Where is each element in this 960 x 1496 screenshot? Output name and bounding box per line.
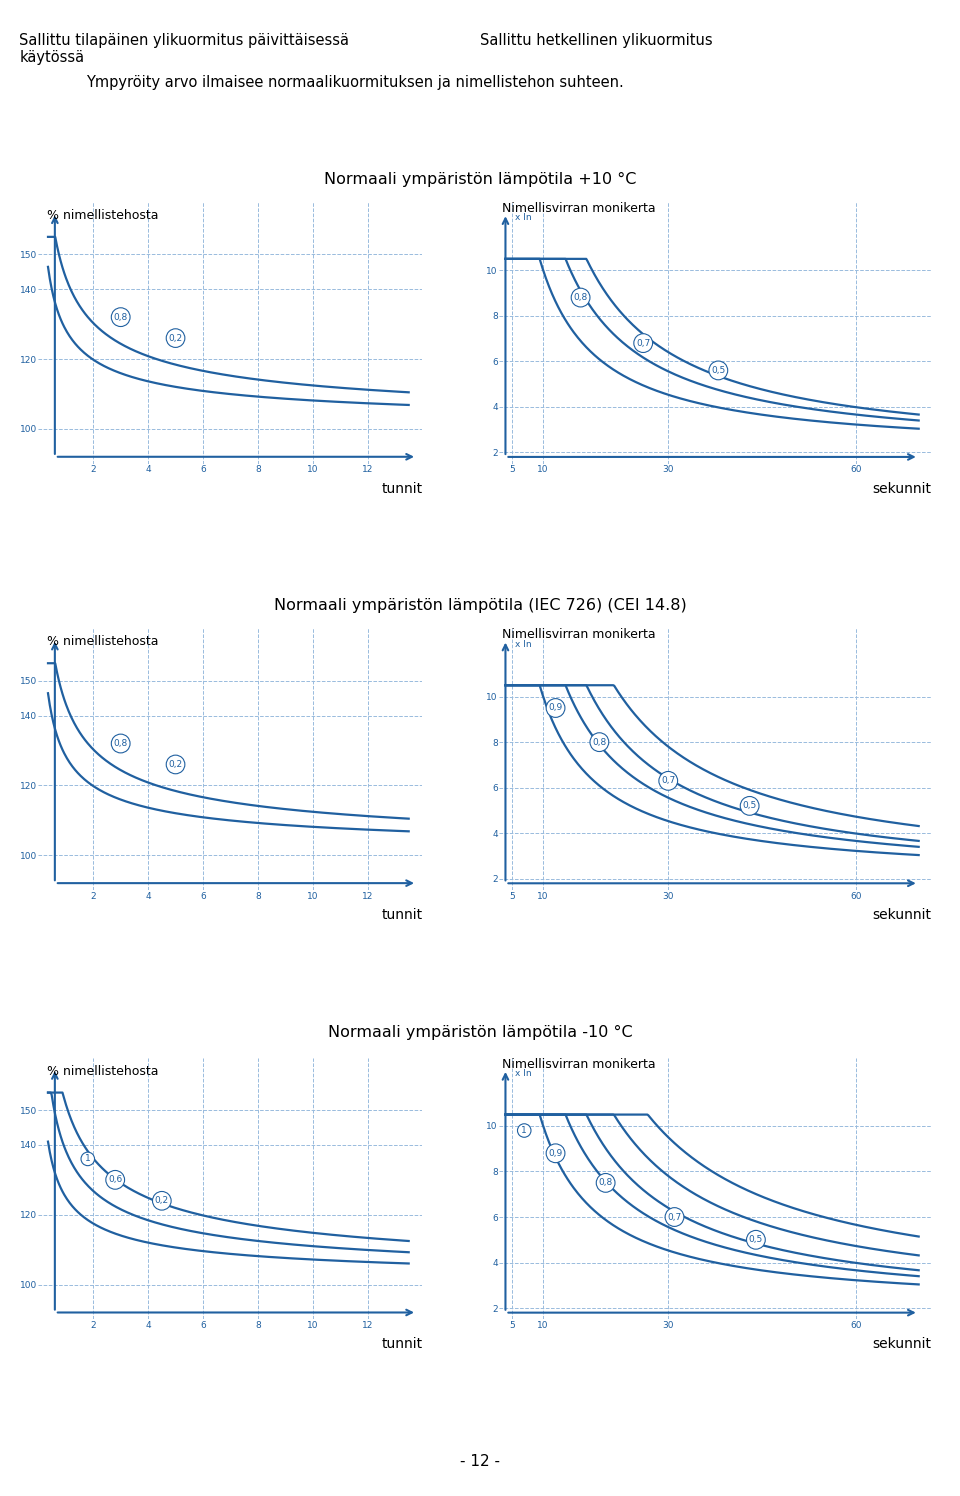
Text: 0,5: 0,5 (711, 367, 726, 375)
Text: 1: 1 (521, 1126, 527, 1135)
Text: sekunnit: sekunnit (873, 482, 931, 495)
Text: x In: x In (515, 1068, 532, 1079)
Text: 0,8: 0,8 (598, 1179, 612, 1188)
Text: % nimellistehosta: % nimellistehosta (47, 1065, 158, 1077)
Text: Ympyröity arvo ilmaisee normaalikuormituksen ja nimellistehon suhteen.: Ympyröity arvo ilmaisee normaalikuormitu… (86, 75, 624, 90)
Text: 0,5: 0,5 (742, 802, 756, 811)
Text: Nimellisvirran monikerta: Nimellisvirran monikerta (502, 1058, 656, 1071)
Text: Normaali ympäristön lämpötila (IEC 726) (CEI 14.8): Normaali ympäristön lämpötila (IEC 726) … (274, 598, 686, 613)
Text: Nimellisvirran monikerta: Nimellisvirran monikerta (502, 202, 656, 215)
Text: 0,9: 0,9 (548, 1149, 563, 1158)
Text: 0,9: 0,9 (548, 703, 563, 712)
Text: 0,7: 0,7 (636, 338, 650, 347)
Text: x In: x In (515, 212, 532, 223)
Text: 0,2: 0,2 (155, 1197, 169, 1206)
Text: 0,8: 0,8 (592, 738, 607, 747)
Text: 0,6: 0,6 (108, 1176, 122, 1185)
Text: 0,5: 0,5 (749, 1236, 763, 1245)
Text: 1: 1 (84, 1155, 90, 1164)
Text: tunnit: tunnit (381, 1337, 422, 1351)
Text: Sallittu hetkellinen ylikuormitus: Sallittu hetkellinen ylikuormitus (480, 33, 712, 48)
Text: Normaali ympäristön lämpötila -10 °C: Normaali ympäristön lämpötila -10 °C (327, 1025, 633, 1040)
Text: 0,2: 0,2 (169, 334, 182, 343)
Text: 0,8: 0,8 (113, 313, 128, 322)
Text: 0,7: 0,7 (667, 1213, 682, 1222)
Text: - 12 -: - 12 - (460, 1454, 500, 1469)
Text: % nimellistehosta: % nimellistehosta (47, 636, 158, 648)
Text: Normaali ympäristön lämpötila +10 °C: Normaali ympäristön lämpötila +10 °C (324, 172, 636, 187)
Text: sekunnit: sekunnit (873, 908, 931, 922)
Text: sekunnit: sekunnit (873, 1337, 931, 1351)
Text: Sallittu tilapäinen ylikuormitus päivittäisessä
käytössä: Sallittu tilapäinen ylikuormitus päivitt… (19, 33, 349, 66)
Text: Nimellisvirran monikerta: Nimellisvirran monikerta (502, 628, 656, 642)
Text: 0,8: 0,8 (113, 739, 128, 748)
Text: tunnit: tunnit (381, 908, 422, 922)
Text: % nimellistehosta: % nimellistehosta (47, 209, 158, 221)
Text: tunnit: tunnit (381, 482, 422, 495)
Text: 0,2: 0,2 (169, 760, 182, 769)
Text: x In: x In (515, 639, 532, 649)
Text: 0,8: 0,8 (573, 293, 588, 302)
Text: 0,7: 0,7 (661, 776, 676, 785)
